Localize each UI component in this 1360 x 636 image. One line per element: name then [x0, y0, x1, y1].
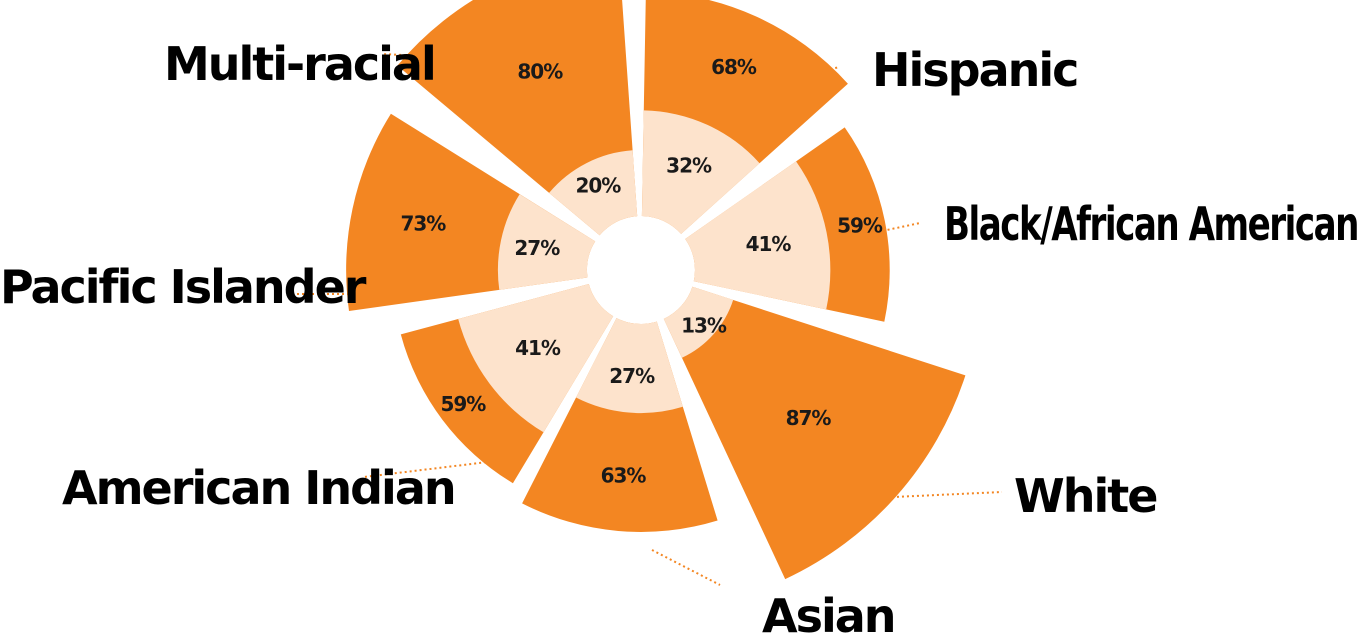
value-label-outer-american-indian: 59% — [440, 392, 486, 416]
value-labels: 68% 32% 59% 41% 87% 13% 63% 27% 59% 41% 73% 27% 80% 2… — [400, 55, 883, 488]
category-label-asian: Asian — [762, 589, 895, 636]
category-label-pacific-islander: Pacific Islander — [0, 260, 367, 314]
value-label-inner-american-indian: 41% — [515, 336, 561, 360]
sector-inner-pacific-islander — [497, 194, 596, 290]
value-label-inner-black-african-american: 41% — [746, 232, 792, 256]
value-label-outer-multi-racial: 80% — [517, 59, 563, 83]
value-label-inner-pacific-islander: 27% — [514, 236, 560, 260]
chart-sectors — [346, 0, 966, 580]
category-label-multi-racial: Multi-racial — [164, 37, 435, 91]
value-label-outer-asian: 63% — [601, 464, 647, 488]
leader-line-american-indian — [363, 460, 497, 478]
category-label-hispanic: Hispanic — [872, 43, 1077, 97]
sector-outer-white — [663, 286, 966, 580]
leader-line-multi-racial — [381, 53, 467, 59]
sector-inner-asian — [576, 318, 683, 414]
value-label-inner-asian: 27% — [609, 364, 655, 388]
sector-inner-hispanic — [641, 110, 760, 234]
value-label-outer-white: 87% — [786, 406, 832, 430]
category-labels: Hispanic Black/African American White Asian… — [0, 37, 1360, 636]
leader-lines — [288, 53, 1003, 586]
sector-inner-american-indian — [458, 284, 614, 433]
sector-inner-multi-racial — [549, 150, 638, 236]
value-label-outer-black-african-american: 59% — [837, 214, 883, 238]
leader-line-white — [871, 491, 1003, 499]
leader-line-asian — [651, 549, 721, 586]
category-label-black-african-american: Black/African American — [944, 197, 1358, 251]
value-label-inner-white: 13% — [681, 313, 727, 337]
category-label-american-indian: American Indian — [62, 461, 455, 515]
value-label-inner-hispanic: 32% — [666, 154, 712, 178]
sector-inner-white — [663, 286, 734, 358]
category-label-white: White — [1014, 469, 1156, 523]
value-label-inner-multi-racial: 20% — [575, 173, 621, 197]
value-label-outer-hispanic: 68% — [711, 55, 757, 79]
value-label-outer-pacific-islander: 73% — [400, 212, 446, 236]
sector-inner-black-african-american — [685, 161, 831, 310]
leader-line-black-african-american — [867, 222, 921, 235]
